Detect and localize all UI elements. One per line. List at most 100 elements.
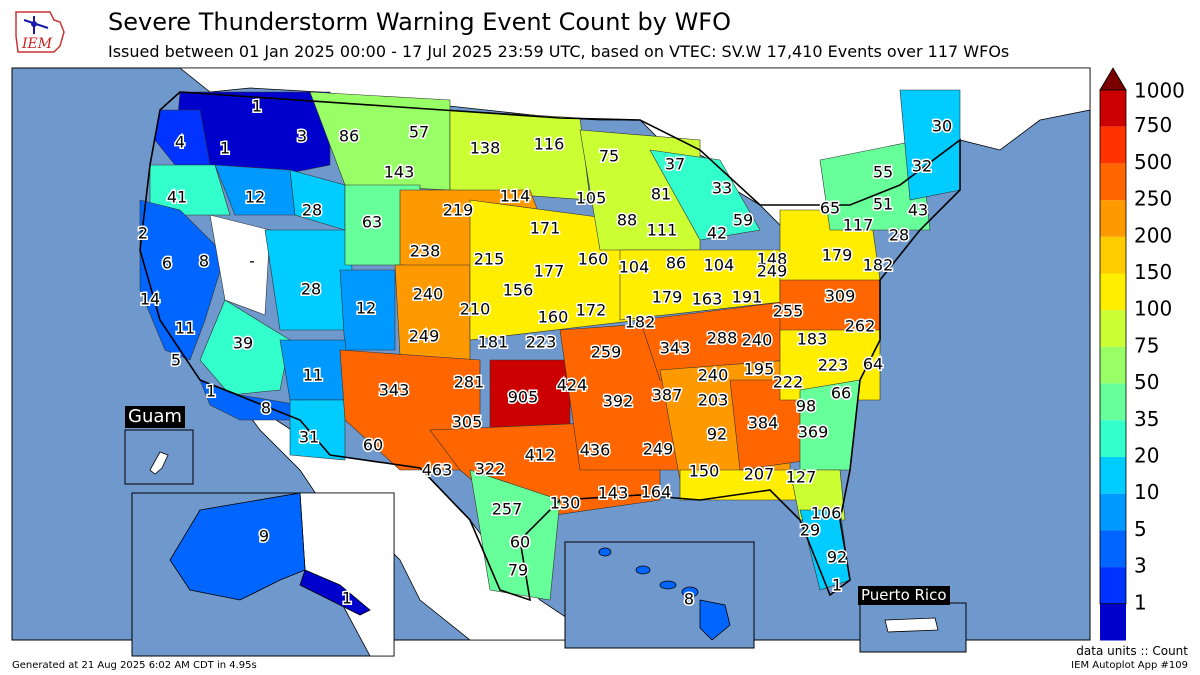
colorbar-swatch	[1100, 603, 1126, 641]
colorbar-tick-label: 250	[1134, 187, 1172, 211]
wfo-count-label: 32	[912, 157, 932, 176]
wfo-count-label: 86	[339, 127, 359, 146]
colorbar-swatch	[1100, 163, 1126, 201]
wfo-count-label: 92	[707, 425, 727, 444]
wfo-count-label: 343	[379, 381, 410, 400]
guam-island	[149, 451, 169, 475]
wfo-count-label: 210	[460, 300, 491, 319]
colorbar-tick-label: 20	[1134, 444, 1159, 468]
wfo-count-label: 179	[652, 288, 683, 307]
wfo-count-label: 262	[845, 317, 876, 336]
wfo-count-label: 182	[863, 256, 894, 275]
wfo-count-label: 65	[820, 199, 840, 218]
colorbar-swatch	[1100, 236, 1126, 274]
wfo-count-label: 171	[530, 219, 561, 238]
wfo-count-label: 64	[863, 355, 883, 374]
wfo-count-label: 28	[302, 201, 322, 220]
wfo-count-label: 111	[647, 221, 678, 240]
wfo-count-label: 9	[259, 527, 269, 546]
conus-outline	[139, 91, 961, 602]
wfo-count-label: -	[249, 252, 255, 271]
wfo-count-label: 104	[704, 256, 735, 275]
logo-text: IEM	[21, 36, 53, 52]
colorbar-swatch	[1100, 310, 1126, 347]
wfo-count-label: 179	[822, 246, 853, 265]
wfo-count-label: 3	[297, 127, 307, 146]
colorbar-tick-label: 10	[1134, 480, 1159, 504]
colorbar-tick-label: 500	[1134, 150, 1172, 174]
chart-subtitle: Issued between 01 Jan 2025 00:00 - 17 Ju…	[108, 42, 1010, 61]
wfo-count-label: 384	[748, 414, 779, 433]
wfo-count-label: 60	[363, 436, 383, 455]
wfo-count-label: 51	[873, 195, 893, 214]
colorbar-tick-label: 100	[1134, 297, 1172, 321]
wfo-count-label: 240	[698, 366, 729, 385]
wfo-count-label: 387	[652, 386, 683, 405]
wfo-count-label: 1	[206, 382, 216, 401]
wfo-count-label: 114	[500, 187, 531, 206]
wfo-count-label: 249	[409, 327, 440, 346]
wfo-count-label: 55	[873, 163, 893, 182]
colorbar-swatch	[1100, 493, 1126, 531]
wfo-count-label: 1	[342, 589, 352, 608]
alaska-region	[169, 492, 306, 601]
wfo-count-label: 105	[576, 189, 607, 208]
wfo-count-label: 222	[773, 373, 804, 392]
wfo-count-label: 255	[773, 302, 804, 321]
wfo-count-label: 164	[641, 483, 672, 502]
colorbar-tick-label: 3	[1134, 554, 1147, 578]
chart-title: Severe Thunderstorm Warning Event Count …	[108, 8, 731, 36]
hawaii-inset	[564, 541, 755, 649]
wfo-count-label: 130	[550, 494, 581, 513]
wfo-count-label: 104	[619, 258, 650, 277]
colorbar-tick-label: 1	[1134, 590, 1147, 614]
alaska-southeast	[299, 569, 371, 616]
wfo-count-label: 12	[245, 188, 265, 207]
wfo-count-label: 60	[510, 533, 530, 552]
wfo-count-label: 249	[757, 262, 788, 281]
wfo-count-label: 28	[301, 280, 321, 299]
wfo-count-label: 117	[843, 216, 874, 235]
wfo-count-label: 305	[452, 413, 483, 432]
wfo-count-label: 127	[786, 468, 817, 487]
wfo-count-label: 309	[825, 287, 856, 306]
wfo-count-label: 322	[475, 460, 506, 479]
wfo-count-label: 42	[707, 224, 727, 243]
wfo-count-label: 39	[233, 334, 253, 353]
colorbar-frame	[1099, 89, 1127, 605]
wfo-count-label: 8	[199, 252, 209, 271]
wfo-count-label: 436	[580, 441, 611, 460]
colorbar-swatch	[1100, 567, 1126, 604]
wfo-count-label: 288	[707, 329, 738, 348]
wfo-count-label: 1	[252, 97, 262, 116]
wfo-count-label: 43	[908, 201, 928, 220]
app-id: IEM Autoplot App #109	[1071, 660, 1188, 671]
wfo-count-label: 2	[138, 224, 148, 243]
wfo-count-label: 424	[557, 376, 588, 395]
wfo-count-label: 86	[666, 254, 686, 273]
wfo-count-label: 92	[827, 548, 847, 567]
wfo-count-label: 33	[712, 179, 732, 198]
wfo-count-label: 66	[831, 384, 851, 403]
wfo-count-label: 160	[538, 308, 569, 327]
wfo-count-label: 31	[299, 428, 319, 447]
wfo-count-label: 223	[526, 333, 557, 352]
wfo-count-label: 223	[818, 356, 849, 375]
wfo-count-label: 905	[508, 388, 539, 407]
wfo-count-label: 81	[651, 185, 671, 204]
wfo-count-label: 281	[454, 373, 485, 392]
wfo-count-label: 11	[303, 366, 323, 385]
wfo-count-label: 4	[175, 133, 185, 152]
colorbar-swatch	[1100, 457, 1126, 494]
colorbar-swatch	[1100, 90, 1126, 127]
wfo-count-label: 12	[356, 299, 376, 318]
colorbar-tick-label: 1000	[1134, 79, 1185, 103]
wfo-count-label: 259	[591, 343, 622, 362]
colorbar-tick-label: 50	[1134, 370, 1159, 394]
puerto-rico-inset-title: Puerto Rico	[858, 586, 950, 605]
wfo-count-label: 238	[410, 242, 441, 261]
wfo-count-label: 143	[384, 163, 415, 182]
wfo-count-label: 59	[733, 211, 753, 230]
wfo-count-label: 177	[534, 262, 565, 281]
